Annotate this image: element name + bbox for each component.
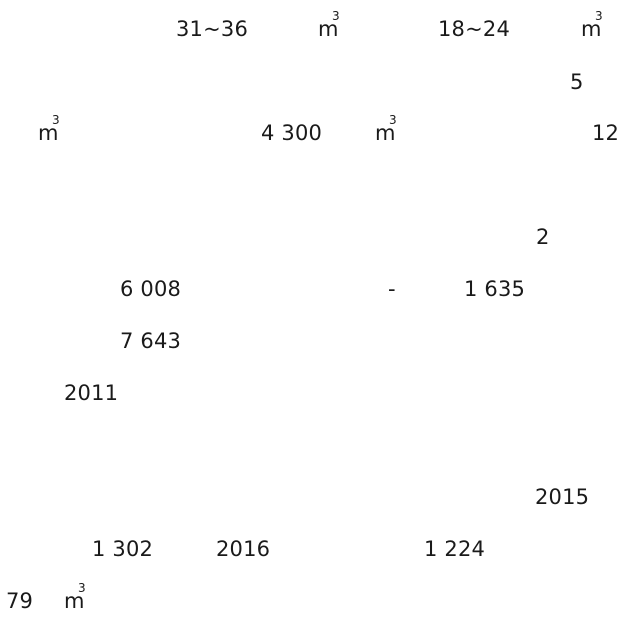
number-1302: 1 302 <box>92 537 154 561</box>
year-2011: 2011 <box>64 381 119 405</box>
unit-m: m <box>581 17 602 41</box>
number-12: 12 <box>592 121 620 145</box>
unit-m: m <box>318 17 339 41</box>
number-4300: 4 300 <box>261 121 323 145</box>
unit-exponent: 3 <box>332 9 340 23</box>
unit-exponent: 3 <box>595 9 603 23</box>
unit-m: m <box>38 121 59 145</box>
range-18-24: 18~24 <box>438 17 511 41</box>
unit-m: m <box>375 121 396 145</box>
dash-separator: - <box>388 277 396 301</box>
number-1224: 1 224 <box>424 537 486 561</box>
number-79: 79 <box>6 589 34 613</box>
year-2016: 2016 <box>216 537 271 561</box>
number-1635: 1 635 <box>464 277 526 301</box>
unit-exponent: 3 <box>78 581 86 595</box>
year-2015: 2015 <box>535 485 590 509</box>
range-31-36: 31~36 <box>176 17 249 41</box>
unit-exponent: 3 <box>52 113 60 127</box>
number-5: 5 <box>570 70 584 94</box>
number-7643: 7 643 <box>120 329 182 353</box>
number-6008: 6 008 <box>120 277 182 301</box>
unit-exponent: 3 <box>389 113 397 127</box>
unit-m: m <box>64 589 85 613</box>
number-2: 2 <box>536 225 550 249</box>
